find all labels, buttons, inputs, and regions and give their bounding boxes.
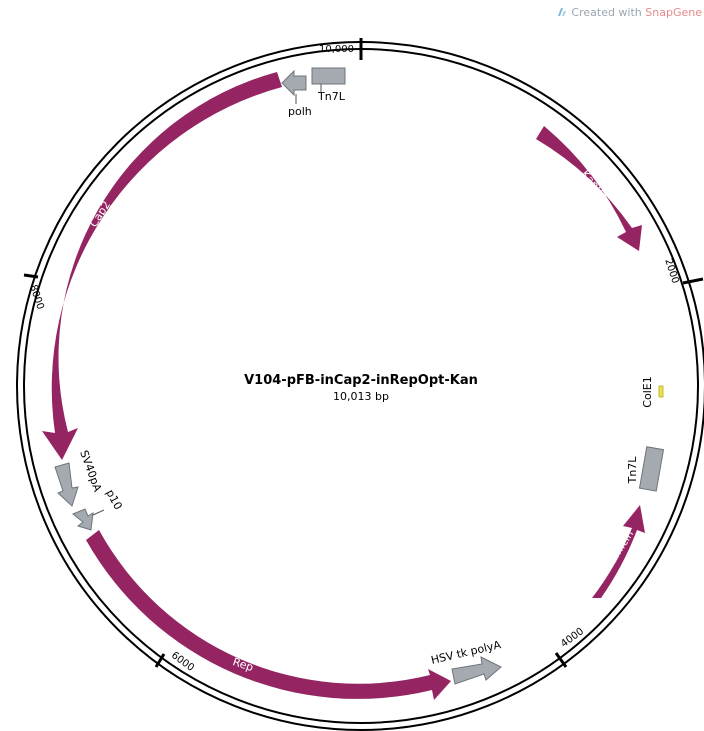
polh-arrow	[281, 69, 307, 97]
map-subtitle: 10,013 bp	[333, 390, 389, 403]
watermark-prefix: Created with	[571, 6, 646, 19]
polh-label: polh	[288, 105, 312, 118]
sv40pa-label: SV40pA	[77, 449, 104, 494]
tn7l-right-box	[638, 446, 665, 492]
tick-label-8000: 8000	[27, 283, 45, 311]
tick-10000: 10,000	[319, 38, 363, 60]
tn7l-top-box	[311, 67, 346, 85]
tick-label-4000: 4000	[559, 626, 586, 650]
cole1-marker	[658, 385, 664, 398]
kanr-arrow	[536, 126, 642, 251]
p10-arrow	[72, 508, 94, 531]
tn7l-right-label: Tn7L	[626, 456, 639, 485]
feature-cap2[interactable]: Cap2	[42, 72, 282, 460]
map-title: V104-pFB-inCap2-inRepOpt-Kan	[244, 373, 478, 388]
hsv-tk-polya-arrow	[451, 656, 502, 685]
rep-label: Rep	[231, 655, 255, 674]
sv40pa-arrow	[54, 462, 79, 507]
feature-polh[interactable]: polh	[281, 69, 312, 118]
cap2-label: Cap2	[87, 199, 113, 230]
cap2-arrow	[42, 72, 282, 460]
gentamicin-arrow	[592, 505, 645, 598]
feature-hsv-tk-polya[interactable]: HSV tk polyA	[430, 638, 503, 685]
rep-arrow	[86, 530, 451, 700]
feature-tn7l-right[interactable]: Tn7L	[626, 446, 665, 492]
tick-label-2000: 2000	[662, 257, 680, 285]
tick-4000: 4000	[554, 626, 586, 668]
feature-p10[interactable]: p10	[72, 487, 125, 531]
snapgene-logo-icon	[558, 8, 567, 16]
snapgene-watermark: Created with SnapGene	[557, 6, 702, 19]
feature-cole1[interactable]: ColE1	[641, 376, 664, 408]
tick-label-10000: 10,000	[319, 44, 354, 55]
p10-label: p10	[103, 487, 124, 512]
feature-kanr[interactable]: KanR	[536, 126, 642, 251]
feature-rep[interactable]: Rep	[86, 530, 451, 700]
feature-gentamicin[interactable]: Gentamicin	[592, 505, 645, 598]
gentamicin-label: Gentamicin	[592, 528, 637, 588]
feature-tn7l-top[interactable]: Tn7L	[311, 67, 346, 103]
tick-label-6000: 6000	[169, 650, 196, 674]
watermark-brand: SnapGene	[645, 6, 702, 19]
tick-6000: 6000	[154, 650, 196, 674]
p10-leader	[92, 509, 105, 516]
kanr-label: KanR	[579, 168, 607, 198]
cole1-label: ColE1	[641, 376, 654, 407]
tn7l-top-label: Tn7L	[317, 90, 346, 103]
